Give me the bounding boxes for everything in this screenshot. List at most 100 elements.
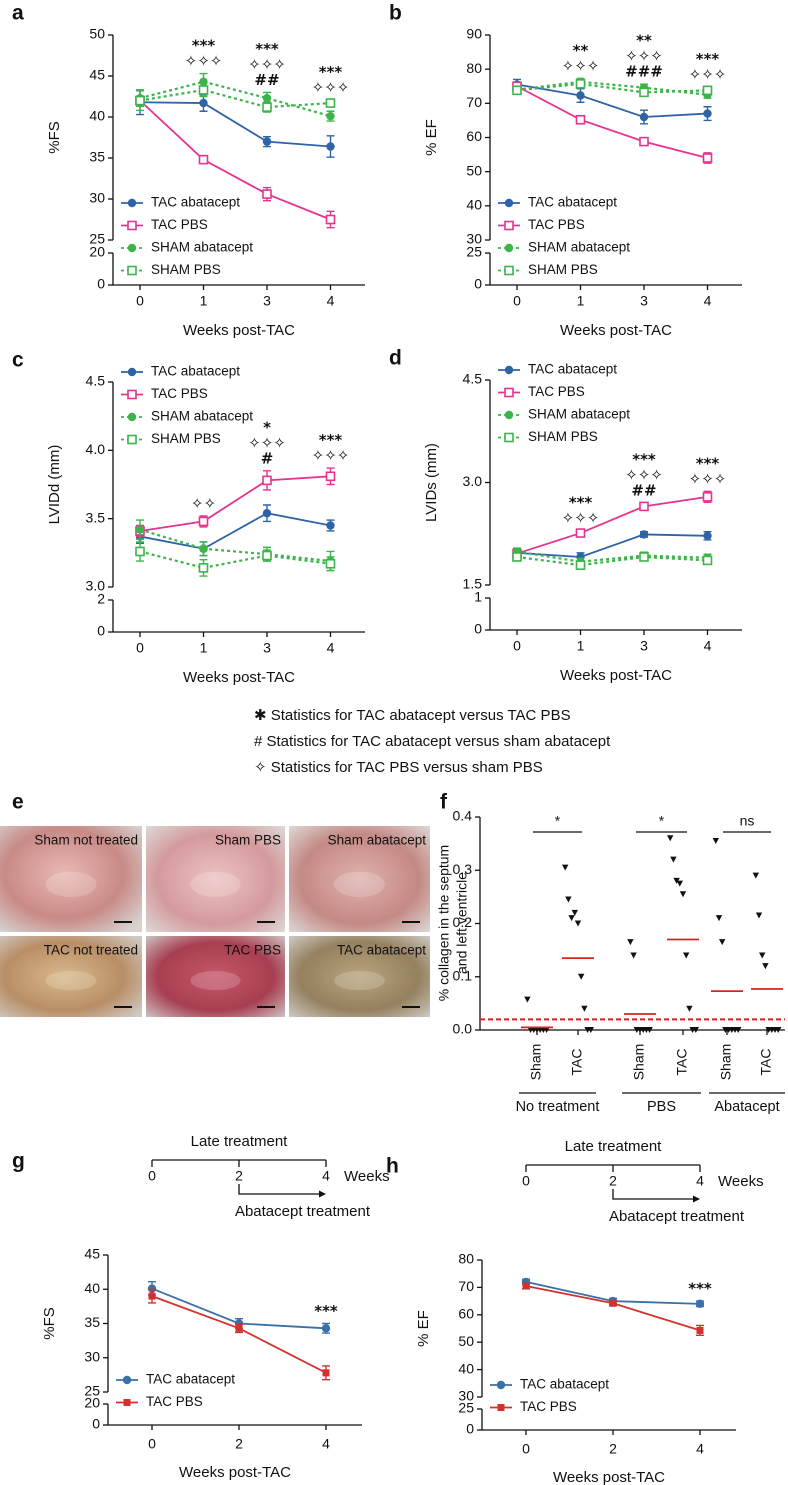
y-tick-label: 0 xyxy=(92,1416,100,1432)
significance: ** xyxy=(573,41,589,59)
significance: ## xyxy=(631,482,656,500)
x-tick-label: 0 xyxy=(136,640,144,656)
data-point xyxy=(562,864,569,871)
y-tick-label: 35 xyxy=(89,149,105,165)
x-axis-title: Weeks post-TAC xyxy=(553,1469,665,1485)
x-tick-label: 1 xyxy=(200,640,208,656)
legend-label: SHAM abatacept xyxy=(151,409,253,424)
x-axis-title: Weeks post-TAC xyxy=(560,322,672,339)
legend-marker xyxy=(127,367,137,377)
data-point xyxy=(571,909,578,916)
legend-marker xyxy=(504,387,514,398)
y-tick-label: 80 xyxy=(458,1251,474,1267)
y-tick-label: 20 xyxy=(89,244,105,260)
panel-letter: g xyxy=(12,1150,25,1173)
significance: * xyxy=(659,813,665,829)
series-line xyxy=(139,80,331,118)
y-tick-label: 3.0 xyxy=(463,473,483,489)
y-axis-title: % collagen in the septum xyxy=(436,845,452,1001)
marker xyxy=(639,530,649,539)
marker xyxy=(135,525,145,534)
significance: ## xyxy=(254,71,279,89)
significance: *** xyxy=(255,40,279,58)
y-tick-label: 50 xyxy=(89,26,105,42)
x-tick-label: 4 xyxy=(696,1441,704,1457)
series-line xyxy=(139,475,331,532)
legend-label: TAC PBS xyxy=(520,1399,577,1414)
timeline-tick-label: 2 xyxy=(235,1168,243,1184)
significance: *** xyxy=(319,431,343,449)
y-tick-label: 20 xyxy=(84,1395,100,1411)
heart-highlight xyxy=(334,871,385,898)
significance: ✧✧✧ xyxy=(625,466,663,484)
y-tick-label: 80 xyxy=(466,60,482,76)
legend-marker xyxy=(496,1380,506,1390)
series-line xyxy=(151,1295,327,1374)
x-tick-label: 0 xyxy=(148,1436,156,1452)
significance: * xyxy=(555,813,561,829)
marker xyxy=(262,137,272,146)
significance: *** xyxy=(696,50,720,68)
y-tick-label: 0 xyxy=(466,1421,474,1437)
legend-marker xyxy=(504,265,514,276)
x-tick-label: TAC xyxy=(569,1049,585,1076)
y-axis-title: LVIDs (mm) xyxy=(423,443,440,522)
series-line xyxy=(516,82,708,94)
marker xyxy=(326,521,335,530)
marker xyxy=(325,98,336,108)
treatment-arrow xyxy=(612,1189,694,1200)
heart-highlight xyxy=(334,970,385,991)
timeline-tick-label: 0 xyxy=(522,1173,530,1189)
panel-letter: a xyxy=(12,2,24,25)
marker xyxy=(148,1292,156,1300)
treatment-label: Abatacept treatment xyxy=(235,1203,371,1220)
significance: ✧✧✧ xyxy=(625,47,663,65)
legend-marker xyxy=(504,243,514,253)
legend-marker xyxy=(497,1404,505,1411)
series-line xyxy=(139,528,331,563)
x-tick-label: TAC xyxy=(758,1049,774,1076)
significance: * xyxy=(263,418,271,436)
y-tick-label: 25 xyxy=(84,1383,100,1399)
significance: ✧✧ xyxy=(191,494,216,512)
marker xyxy=(198,516,209,527)
legend-marker xyxy=(127,198,137,208)
data-point xyxy=(692,1027,699,1033)
y-axis-title: %FS xyxy=(46,121,63,154)
y-tick-label: 60 xyxy=(466,128,482,144)
y-tick-label: 30 xyxy=(89,190,105,206)
y-tick-label: 0 xyxy=(97,276,105,292)
y-axis-title: and left ventricle xyxy=(454,872,470,974)
marker xyxy=(512,552,522,562)
y-tick-label: 1.5 xyxy=(463,576,483,592)
significance: *** xyxy=(688,1280,712,1298)
treatment-arrow xyxy=(238,1184,320,1195)
series-line xyxy=(139,88,331,109)
legend-marker xyxy=(127,220,137,231)
legend-label: TAC abatacept xyxy=(528,362,617,377)
y-tick-label: 4.0 xyxy=(86,441,106,457)
marker xyxy=(198,154,209,165)
x-tick-label: 3 xyxy=(640,638,648,654)
y-tick-label: 70 xyxy=(466,94,482,110)
arrow-head xyxy=(319,1190,326,1198)
group-label: No treatment xyxy=(516,1099,600,1115)
significance: ✧✧✧ xyxy=(248,55,286,73)
legend-label: TAC abatacept xyxy=(146,1372,235,1387)
y-tick-label: 35 xyxy=(84,1314,100,1330)
significance: *** xyxy=(696,454,720,472)
legend-label: TAC abatacept xyxy=(151,364,240,379)
significance: ✧✧✧ xyxy=(562,57,600,75)
y-tick-label: 0.2 xyxy=(453,914,473,930)
y-tick-label: 30 xyxy=(458,1388,474,1404)
series-line xyxy=(139,101,331,148)
statistics-note: ✱ Statistics for TAC abatacept versus TA… xyxy=(254,707,571,724)
significance: ✧✧✧ xyxy=(312,78,350,96)
y-tick-label: 0.3 xyxy=(453,861,473,877)
significance: ✧✧✧ xyxy=(689,65,727,83)
data-point xyxy=(679,891,687,898)
marker xyxy=(326,111,335,121)
timeline-title: Late treatment xyxy=(565,1138,663,1155)
timeline-tick-label: 2 xyxy=(609,1173,617,1189)
y-tick-label: 50 xyxy=(458,1333,474,1349)
